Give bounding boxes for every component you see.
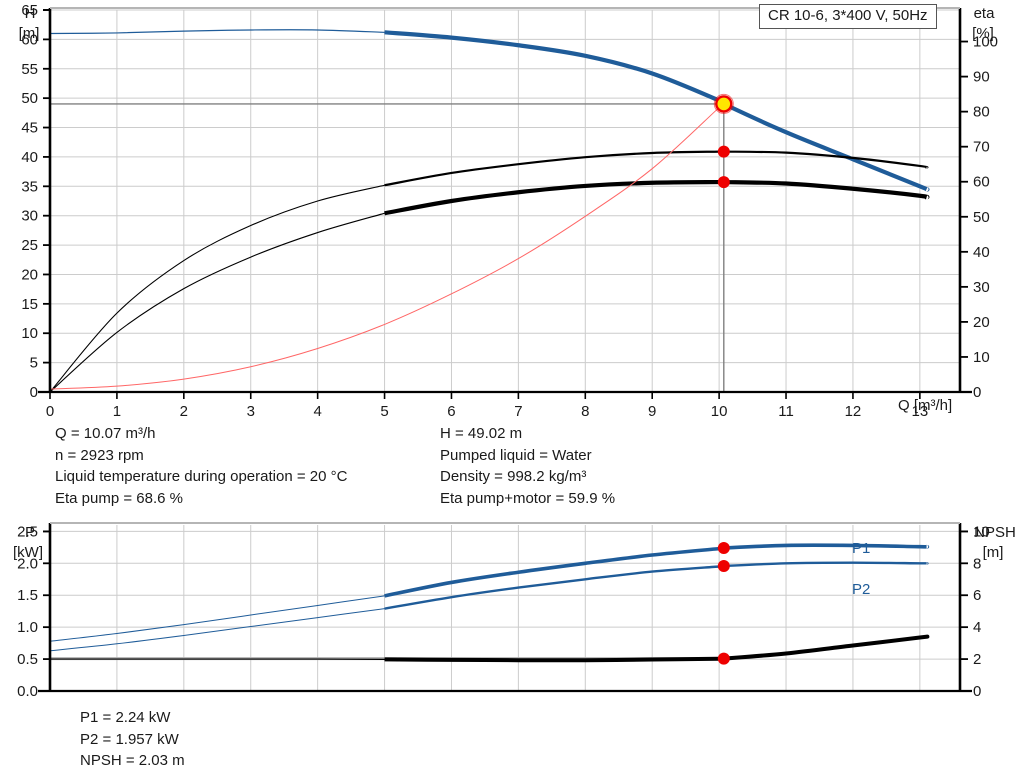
bottom-right-axis-title-line2: [m] <box>983 544 1004 561</box>
bottom-chart-axes <box>38 522 972 693</box>
top-right-tick-10: 10 <box>973 349 990 366</box>
power-npsh-chart: 0.0 0.5 1.0 1.5 2.0 2.5 0 2 4 6 8 10 P [kW] NPSH [m… <box>0 513 1024 708</box>
pump-model-label: CR 10-6, 3*400 V, 50Hz <box>768 7 928 24</box>
bot-right-tick-6: 6 <box>973 587 981 604</box>
top-chart-duty-guides <box>50 103 725 392</box>
top-chart-duty-markers <box>713 93 734 189</box>
top-right-axis-title-line2: [%] <box>972 25 994 42</box>
top-left-tick-15: 15 <box>21 296 38 313</box>
top-left-tick-65: 65 <box>21 2 38 19</box>
series-label-p2: P2 <box>852 581 870 598</box>
top-x-tick-3: 3 <box>247 403 255 418</box>
top-right-tick-20: 20 <box>973 314 990 331</box>
top-x-tick-10: 10 <box>711 403 728 418</box>
bot-left-tick-2: 2.0 <box>17 555 38 572</box>
info-temp: Liquid temperature during operation = 20… <box>55 468 348 485</box>
info-p2: P2 = 1.957 kW <box>80 730 179 748</box>
top-left-tick-50: 50 <box>21 90 38 107</box>
top-left-tick-40: 40 <box>21 149 38 166</box>
series-label-p1: P1 <box>852 540 870 557</box>
power-npsh-chart-svg: 0.0 0.5 1.0 1.5 2.0 2.5 0 2 4 6 8 10 P [kW] NPSH [m… <box>13 522 1016 700</box>
top-right-tick-60: 60 <box>973 174 990 191</box>
top-chart-curves <box>49 29 930 393</box>
top-left-tick-30: 30 <box>21 208 38 225</box>
top-x-tick-5: 5 <box>380 403 388 418</box>
top-x-tick-11: 11 <box>778 403 794 418</box>
top-right-tick-40: 40 <box>973 244 990 261</box>
top-x-tick-1: 1 <box>113 403 121 418</box>
top-x-tick-9: 9 <box>648 403 656 418</box>
top-left-tick-35: 35 <box>21 178 38 195</box>
top-chart-axes <box>38 7 972 399</box>
duty-marker-dot[interactable] <box>717 176 730 189</box>
top-chart-gridlines <box>50 9 960 392</box>
top-x-tick-6: 6 <box>447 403 455 418</box>
bottom-left-axis-title-line1: P <box>25 524 35 541</box>
top-x-tick-12: 12 <box>845 403 862 418</box>
top-x-tick-4: 4 <box>313 403 321 418</box>
bottom-chart-tick-labels: 0.0 0.5 1.0 1.5 2.0 2.5 0 2 4 6 8 10 <box>17 523 990 700</box>
top-right-tick-90: 90 <box>973 69 990 86</box>
top-left-tick-25: 25 <box>21 237 38 254</box>
bot-right-tick-0: 0 <box>973 683 981 700</box>
bot-left-tick-1.5: 1.5 <box>17 587 38 604</box>
info-etapumpmotor: Eta pump+motor = 59.9 % <box>440 489 616 507</box>
top-x-axis-title: Q [m³/h] <box>898 397 952 414</box>
info-p1: P1 = 2.24 kW <box>80 709 171 726</box>
bot-right-tick-4: 4 <box>973 619 981 636</box>
bottom-right-axis-title-line1: NPSH <box>974 524 1016 541</box>
top-x-tick-13: 13 <box>912 403 929 418</box>
bot-left-tick-2.5: 2.5 <box>17 523 38 540</box>
top-left-tick-45: 45 <box>21 120 38 137</box>
bot-left-tick-0.5: 0.5 <box>17 651 38 668</box>
top-right-tick-80: 80 <box>973 104 990 121</box>
info-h: H = 49.02 m <box>440 425 523 442</box>
duty-point-marker[interactable] <box>713 93 734 114</box>
bot-right-tick-2: 2 <box>973 651 981 668</box>
bot-right-tick-10: 10 <box>973 523 990 540</box>
power-data-block: P1 = 2.24 kW P2 = 1.957 kW NPSH = 2.03 m <box>80 707 185 772</box>
top-right-axis-title-line1: eta <box>974 5 996 22</box>
top-left-axis-title-line1: H <box>25 5 36 22</box>
duty-marker-dot[interactable] <box>717 560 730 573</box>
top-right-tick-30: 30 <box>973 279 990 296</box>
operating-data-left: Q = 10.07 m³/h n = 2923 rpm Liquid tempe… <box>55 423 347 509</box>
head-eta-chart-svg: 0510152025303540455055606501020304050607… <box>19 2 998 418</box>
info-q: Q = 10.07 m³/h <box>55 425 156 442</box>
bot-left-tick-0: 0.0 <box>17 683 38 700</box>
top-right-tick-0: 0 <box>973 384 981 401</box>
top-x-tick-8: 8 <box>581 403 589 418</box>
bottom-left-axis-title-line2: [kW] <box>13 544 43 561</box>
bottom-chart-curves <box>49 543 930 663</box>
bot-left-tick-1: 1.0 <box>17 619 38 636</box>
top-left-axis-title-line2: [m] <box>19 25 40 42</box>
top-x-tick-0: 0 <box>46 403 54 418</box>
top-left-tick-55: 55 <box>21 61 38 78</box>
top-left-tick-10: 10 <box>21 325 38 342</box>
top-x-tick-7: 7 <box>514 403 522 418</box>
duty-marker-dot[interactable] <box>717 145 730 158</box>
top-right-tick-70: 70 <box>973 139 990 156</box>
bottom-chart-duty-markers <box>717 541 730 665</box>
head-eta-chart: 0 5 10 15 20 25 30 35 40 45 50 55 60 65 0 10 20 30 40 50 60 7… <box>19 2 998 418</box>
bottom-chart-gridlines <box>50 525 960 691</box>
info-npsh: NPSH = 2.03 m <box>80 752 185 769</box>
top-chart-tick-labels: 0510152025303540455055606501020304050607… <box>21 2 998 418</box>
info-liquid: Pumped liquid = Water <box>440 446 592 464</box>
info-density: Density = 998.2 kg/m³ <box>440 468 587 485</box>
top-left-tick-0: 0 <box>30 384 38 401</box>
top-x-tick-2: 2 <box>180 403 188 418</box>
info-n: n = 2923 rpm <box>55 446 144 464</box>
top-right-tick-50: 50 <box>973 209 990 226</box>
bot-right-tick-8: 8 <box>973 555 981 572</box>
top-right-tick-100: 100 <box>973 34 998 51</box>
top-left-tick-60: 60 <box>21 31 38 48</box>
top-left-tick-20: 20 <box>21 266 38 283</box>
top-left-tick-5: 5 <box>30 355 38 372</box>
operating-data-right: H = 49.02 m Pumped liquid = Water Densit… <box>440 423 615 509</box>
info-etapump: Eta pump = 68.6 % <box>55 489 183 507</box>
duty-marker-dot[interactable] <box>717 541 730 554</box>
pump-model-title-box: CR 10-6, 3*400 V, 50Hz <box>759 4 937 29</box>
duty-marker-dot[interactable] <box>717 652 730 665</box>
